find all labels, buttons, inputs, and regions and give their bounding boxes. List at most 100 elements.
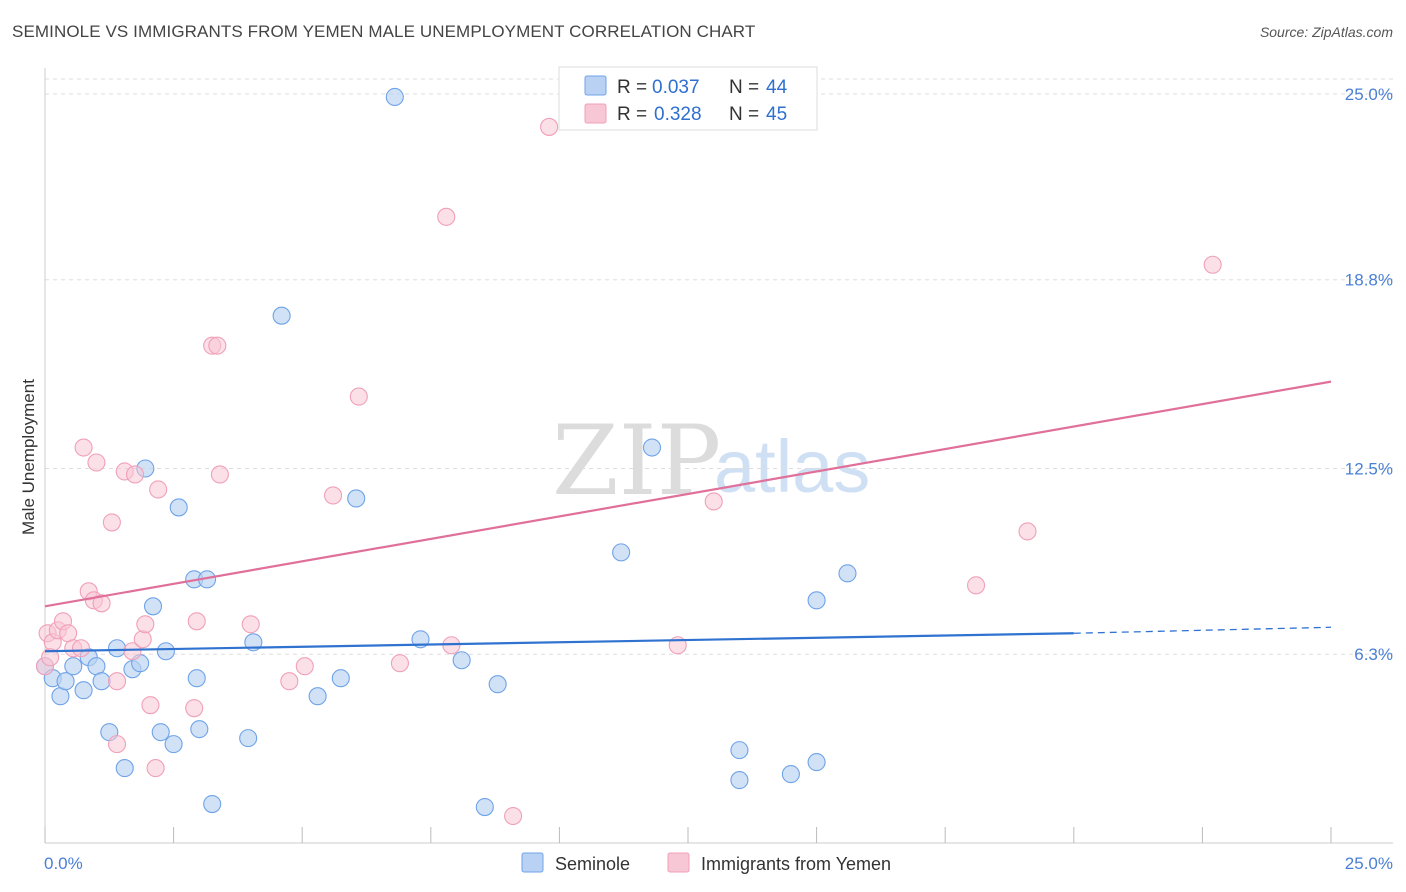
point-yemen-37 — [504, 806, 523, 826]
axes — [44, 68, 1393, 844]
point-yemen-41 — [967, 576, 986, 595]
legend-n-value-2: 45 — [766, 104, 787, 125]
point-seminole-21 — [187, 669, 206, 688]
trend-seminole-extension — [1073, 626, 1332, 634]
point-seminole-25 — [239, 729, 258, 748]
point-yemen-43 — [1203, 255, 1222, 274]
y-axis-label: Male Unemployment — [19, 379, 38, 535]
point-yemen-42 — [1018, 522, 1037, 541]
point-seminole-11 — [115, 759, 134, 778]
legend-bottom-swatch-seminole — [521, 852, 544, 873]
point-seminole-15 — [143, 597, 163, 616]
x-tick-label-1: 25.0% — [1345, 854, 1393, 873]
point-yemen-33 — [349, 387, 368, 406]
y-tick-labels: 6.3% 12.5% 18.8% 25.0% — [1345, 85, 1393, 664]
point-yemen-22 — [146, 759, 165, 778]
legend-top: R = 0.037 N = 44 R = 0.328 N = 45 — [558, 66, 818, 131]
point-seminole-16 — [151, 723, 170, 742]
point-yemen-18 — [125, 465, 145, 484]
chart-title: SEMINOLE VS IMMIGRANTS FROM YEMEN MALE U… — [12, 22, 756, 41]
legend-bottom-label-seminole: Seminole — [555, 854, 630, 874]
trend-yemen — [44, 380, 1332, 608]
point-seminole-39 — [730, 771, 749, 790]
point-seminole-7 — [87, 657, 106, 676]
point-seminole-43 — [838, 564, 857, 583]
watermark-zip: ZIP — [552, 405, 721, 517]
point-yemen-31 — [295, 657, 314, 676]
point-yemen-12 — [92, 594, 111, 613]
legend-n-label-1: N = — [729, 77, 759, 98]
point-yemen-8 — [74, 438, 93, 457]
y-tick-label-1: 12.5% — [1345, 459, 1393, 478]
point-seminole-40 — [781, 765, 800, 784]
trend-seminole — [44, 632, 1074, 653]
point-yemen-19 — [133, 630, 152, 649]
x-tick-labels: 0.0% 25.0% — [44, 854, 1393, 873]
point-seminole-29 — [331, 669, 350, 688]
legend-swatch-seminole — [584, 75, 607, 96]
legend-r-label-2: R = — [617, 104, 647, 125]
point-seminole-27 — [272, 306, 291, 325]
point-yemen-28 — [210, 465, 229, 484]
y-tick-label-0: 6.3% — [1354, 645, 1393, 664]
point-yemen-40 — [704, 492, 723, 511]
point-yemen-38 — [540, 117, 559, 136]
point-yemen-30 — [280, 672, 299, 691]
point-yemen-13 — [102, 513, 121, 532]
y-tick-label-3: 25.0% — [1345, 85, 1393, 104]
point-seminole-3 — [56, 672, 75, 691]
point-yemen-24 — [185, 699, 204, 718]
point-yemen-20 — [136, 615, 155, 634]
point-yemen-21 — [141, 696, 160, 715]
point-seminole-24 — [203, 795, 222, 814]
point-yemen-34 — [390, 654, 409, 673]
point-seminole-38 — [730, 741, 749, 760]
point-seminole-8 — [92, 672, 111, 691]
y-tick-label-2: 18.8% — [1345, 271, 1393, 290]
point-seminole-41 — [807, 591, 826, 610]
legend-bottom: Seminole Immigrants from Yemen — [521, 852, 891, 874]
point-seminole-28 — [308, 687, 327, 706]
point-seminole-37 — [642, 438, 662, 457]
series-seminole — [35, 87, 857, 817]
point-seminole-17 — [156, 642, 175, 661]
point-seminole-19 — [169, 498, 188, 517]
point-seminole-33 — [452, 651, 471, 670]
point-yemen-35 — [437, 207, 456, 226]
point-seminole-35 — [475, 797, 494, 817]
point-yemen-15 — [107, 735, 127, 754]
legend-swatch-yemen — [584, 103, 607, 124]
point-seminole-34 — [488, 675, 507, 694]
point-seminole-42 — [807, 753, 826, 772]
legend-n-label-2: N = — [729, 104, 759, 125]
point-seminole-31 — [385, 87, 404, 107]
point-yemen-23 — [149, 480, 168, 499]
point-seminole-10 — [107, 639, 127, 658]
point-yemen-5 — [59, 624, 78, 643]
legend-r-label-1: R = — [617, 77, 647, 98]
point-seminole-36 — [612, 543, 631, 562]
point-seminole-22 — [190, 720, 209, 739]
point-yemen-14 — [107, 672, 127, 691]
legend-bottom-label-yemen: Immigrants from Yemen — [701, 854, 891, 874]
point-seminole-30 — [347, 489, 366, 508]
point-yemen-29 — [241, 615, 260, 634]
source-label: Source: ZipAtlas.com — [1259, 24, 1393, 40]
point-yemen-27 — [208, 336, 227, 355]
point-seminole-18 — [164, 735, 183, 754]
legend-r-value-2: 0.328 — [654, 104, 702, 125]
point-yemen-17 — [123, 642, 142, 661]
gridlines — [45, 78, 1393, 655]
series-yemen — [35, 117, 1222, 826]
point-seminole-5 — [74, 681, 93, 700]
point-yemen-7 — [71, 639, 91, 658]
legend-n-value-1: 44 — [766, 77, 788, 98]
point-yemen-32 — [324, 486, 343, 505]
legend-bottom-swatch-yemen — [667, 852, 690, 873]
point-yemen-44 — [41, 648, 60, 667]
trend-lines — [44, 380, 1332, 653]
point-yemen-25 — [187, 612, 206, 631]
legend-r-value-1: 0.037 — [652, 77, 700, 98]
point-seminole-2 — [51, 687, 70, 706]
